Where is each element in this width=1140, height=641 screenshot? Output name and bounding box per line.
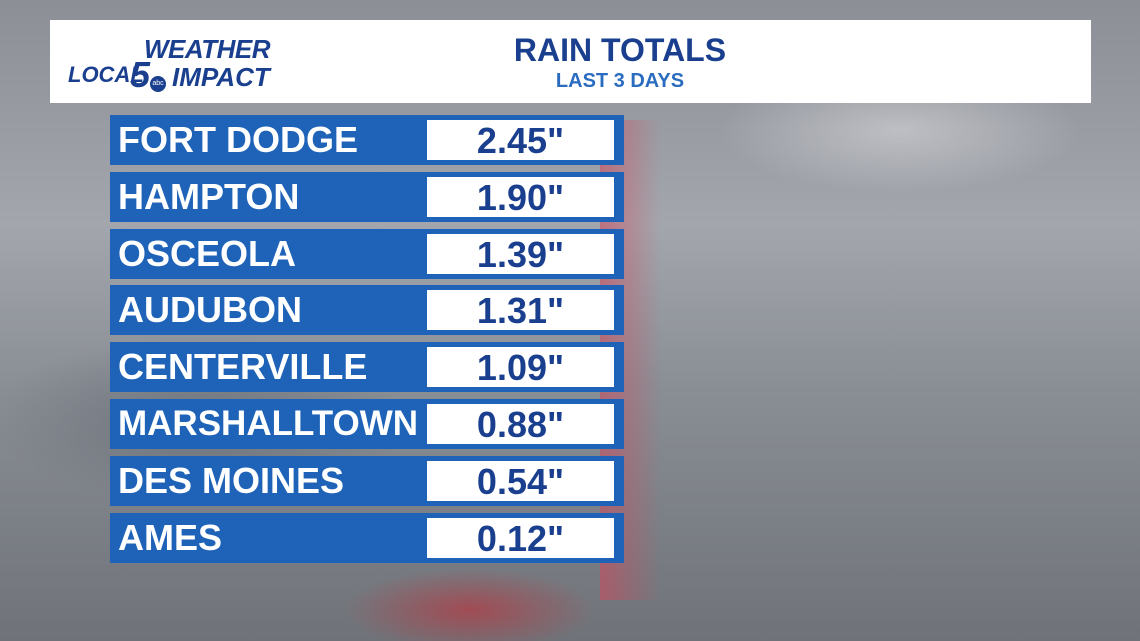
rain-total-value: 0.54" (476, 460, 565, 502)
chart-title: RAIN TOTALS (513, 32, 727, 68)
city-name: AUDUBON (118, 289, 302, 331)
table-row: OSCEOLA 1.39" (110, 228, 624, 279)
table-row: AMES 0.12" (110, 512, 624, 563)
rain-total-value: 2.45" (476, 120, 565, 161)
rain-total-value: 1.31" (476, 290, 565, 332)
value-box: 0.12" (427, 517, 614, 559)
city-name: DES MOINES (118, 459, 345, 501)
logo-weather-text: WEATHER (144, 34, 271, 64)
chart-subtitle: LAST 3 DAYS (555, 70, 685, 92)
value-box: 1.09" (427, 347, 614, 389)
table-row: AUDUBON 1.31" (110, 285, 624, 336)
table-row: DES MOINES 0.54" (110, 455, 624, 506)
weather-impact-logo: WEATHER LOCAL 5 abc IMPACT (68, 34, 308, 95)
value-box: 0.88" (427, 404, 614, 445)
header-bar (50, 20, 1091, 103)
rain-total-value: 1.39" (476, 233, 565, 275)
city-name: MARSHALLTOWN (118, 404, 419, 443)
city-name: FORT DODGE (118, 119, 358, 160)
table-row: HAMPTON 1.90" (110, 171, 624, 222)
city-name: AMES (118, 516, 223, 558)
city-name: CENTERVILLE (118, 346, 368, 388)
table-row: CENTERVILLE 1.09" (110, 342, 624, 393)
rain-total-value: 1.09" (476, 347, 565, 389)
value-box: 1.31" (427, 290, 614, 332)
logo-local-text: LOCAL (68, 62, 144, 87)
rain-total-value: 0.12" (476, 517, 565, 559)
value-box: 0.54" (427, 460, 614, 502)
city-name: OSCEOLA (118, 232, 297, 274)
value-box: 1.39" (427, 233, 614, 275)
rain-total-value: 1.90" (476, 176, 565, 218)
table-row: FORT DODGE 2.45" (110, 115, 624, 165)
value-box: 2.45" (427, 120, 614, 161)
logo-abc-badge: abc (150, 76, 166, 92)
city-name: HAMPTON (118, 175, 300, 217)
value-box: 1.90" (427, 176, 614, 218)
logo-impact-text: IMPACT (172, 62, 270, 92)
table-row: MARSHALLTOWN 0.88" (110, 399, 624, 449)
logo-five-text: 5 (130, 54, 151, 95)
rain-total-value: 0.88" (476, 404, 565, 445)
